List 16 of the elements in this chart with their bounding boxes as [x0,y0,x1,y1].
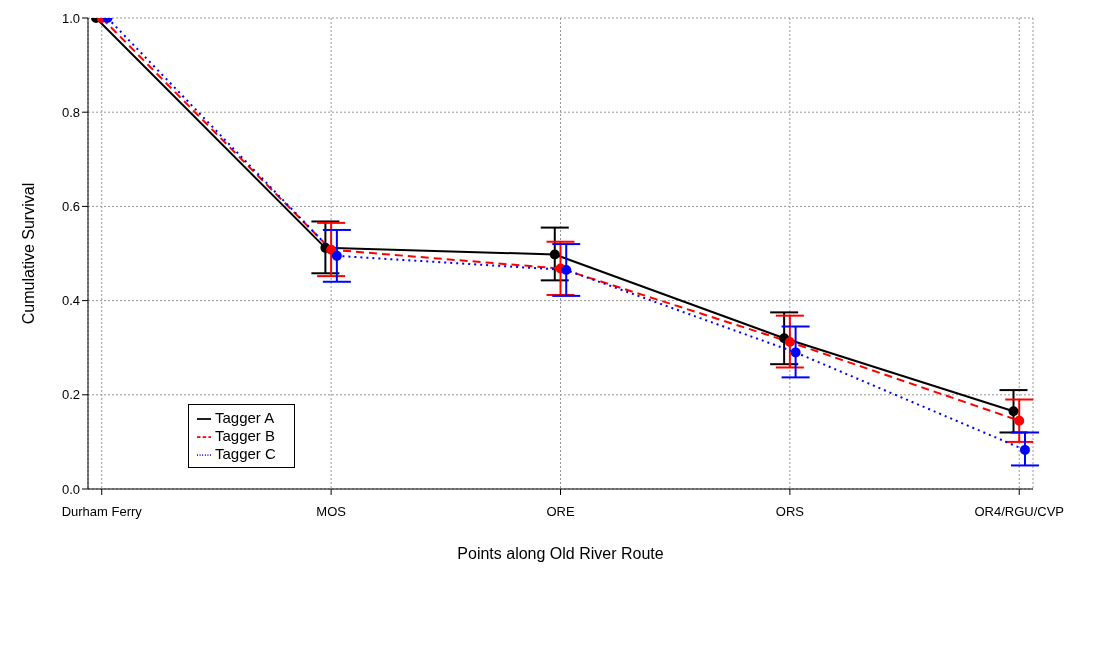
x-tick-label: MOS [316,504,347,520]
y-axis-title: Cumulative Survival [19,182,37,325]
y-tick-label: 1.0 [61,10,80,26]
x-axis-title: Points along Old River Route [457,545,664,562]
y-tick-label: 0.4 [61,293,80,309]
y-tick-label: 0.2 [61,387,80,403]
x-tick-label: OR4/RGU/CVP [974,504,1065,520]
x-tick-label: ORS [775,504,805,520]
x-tick-label: ORE [546,504,575,520]
x-tick-label: Durham Ferry [61,504,143,520]
y-tick-label: 0.8 [61,104,80,120]
y-tick-label: 0.0 [61,481,80,497]
y-tick-label: 0.6 [61,199,80,215]
legend-label: Tagger B [215,427,276,444]
legend-label: Tagger C [215,445,276,462]
legend-label: Tagger A [215,409,275,426]
